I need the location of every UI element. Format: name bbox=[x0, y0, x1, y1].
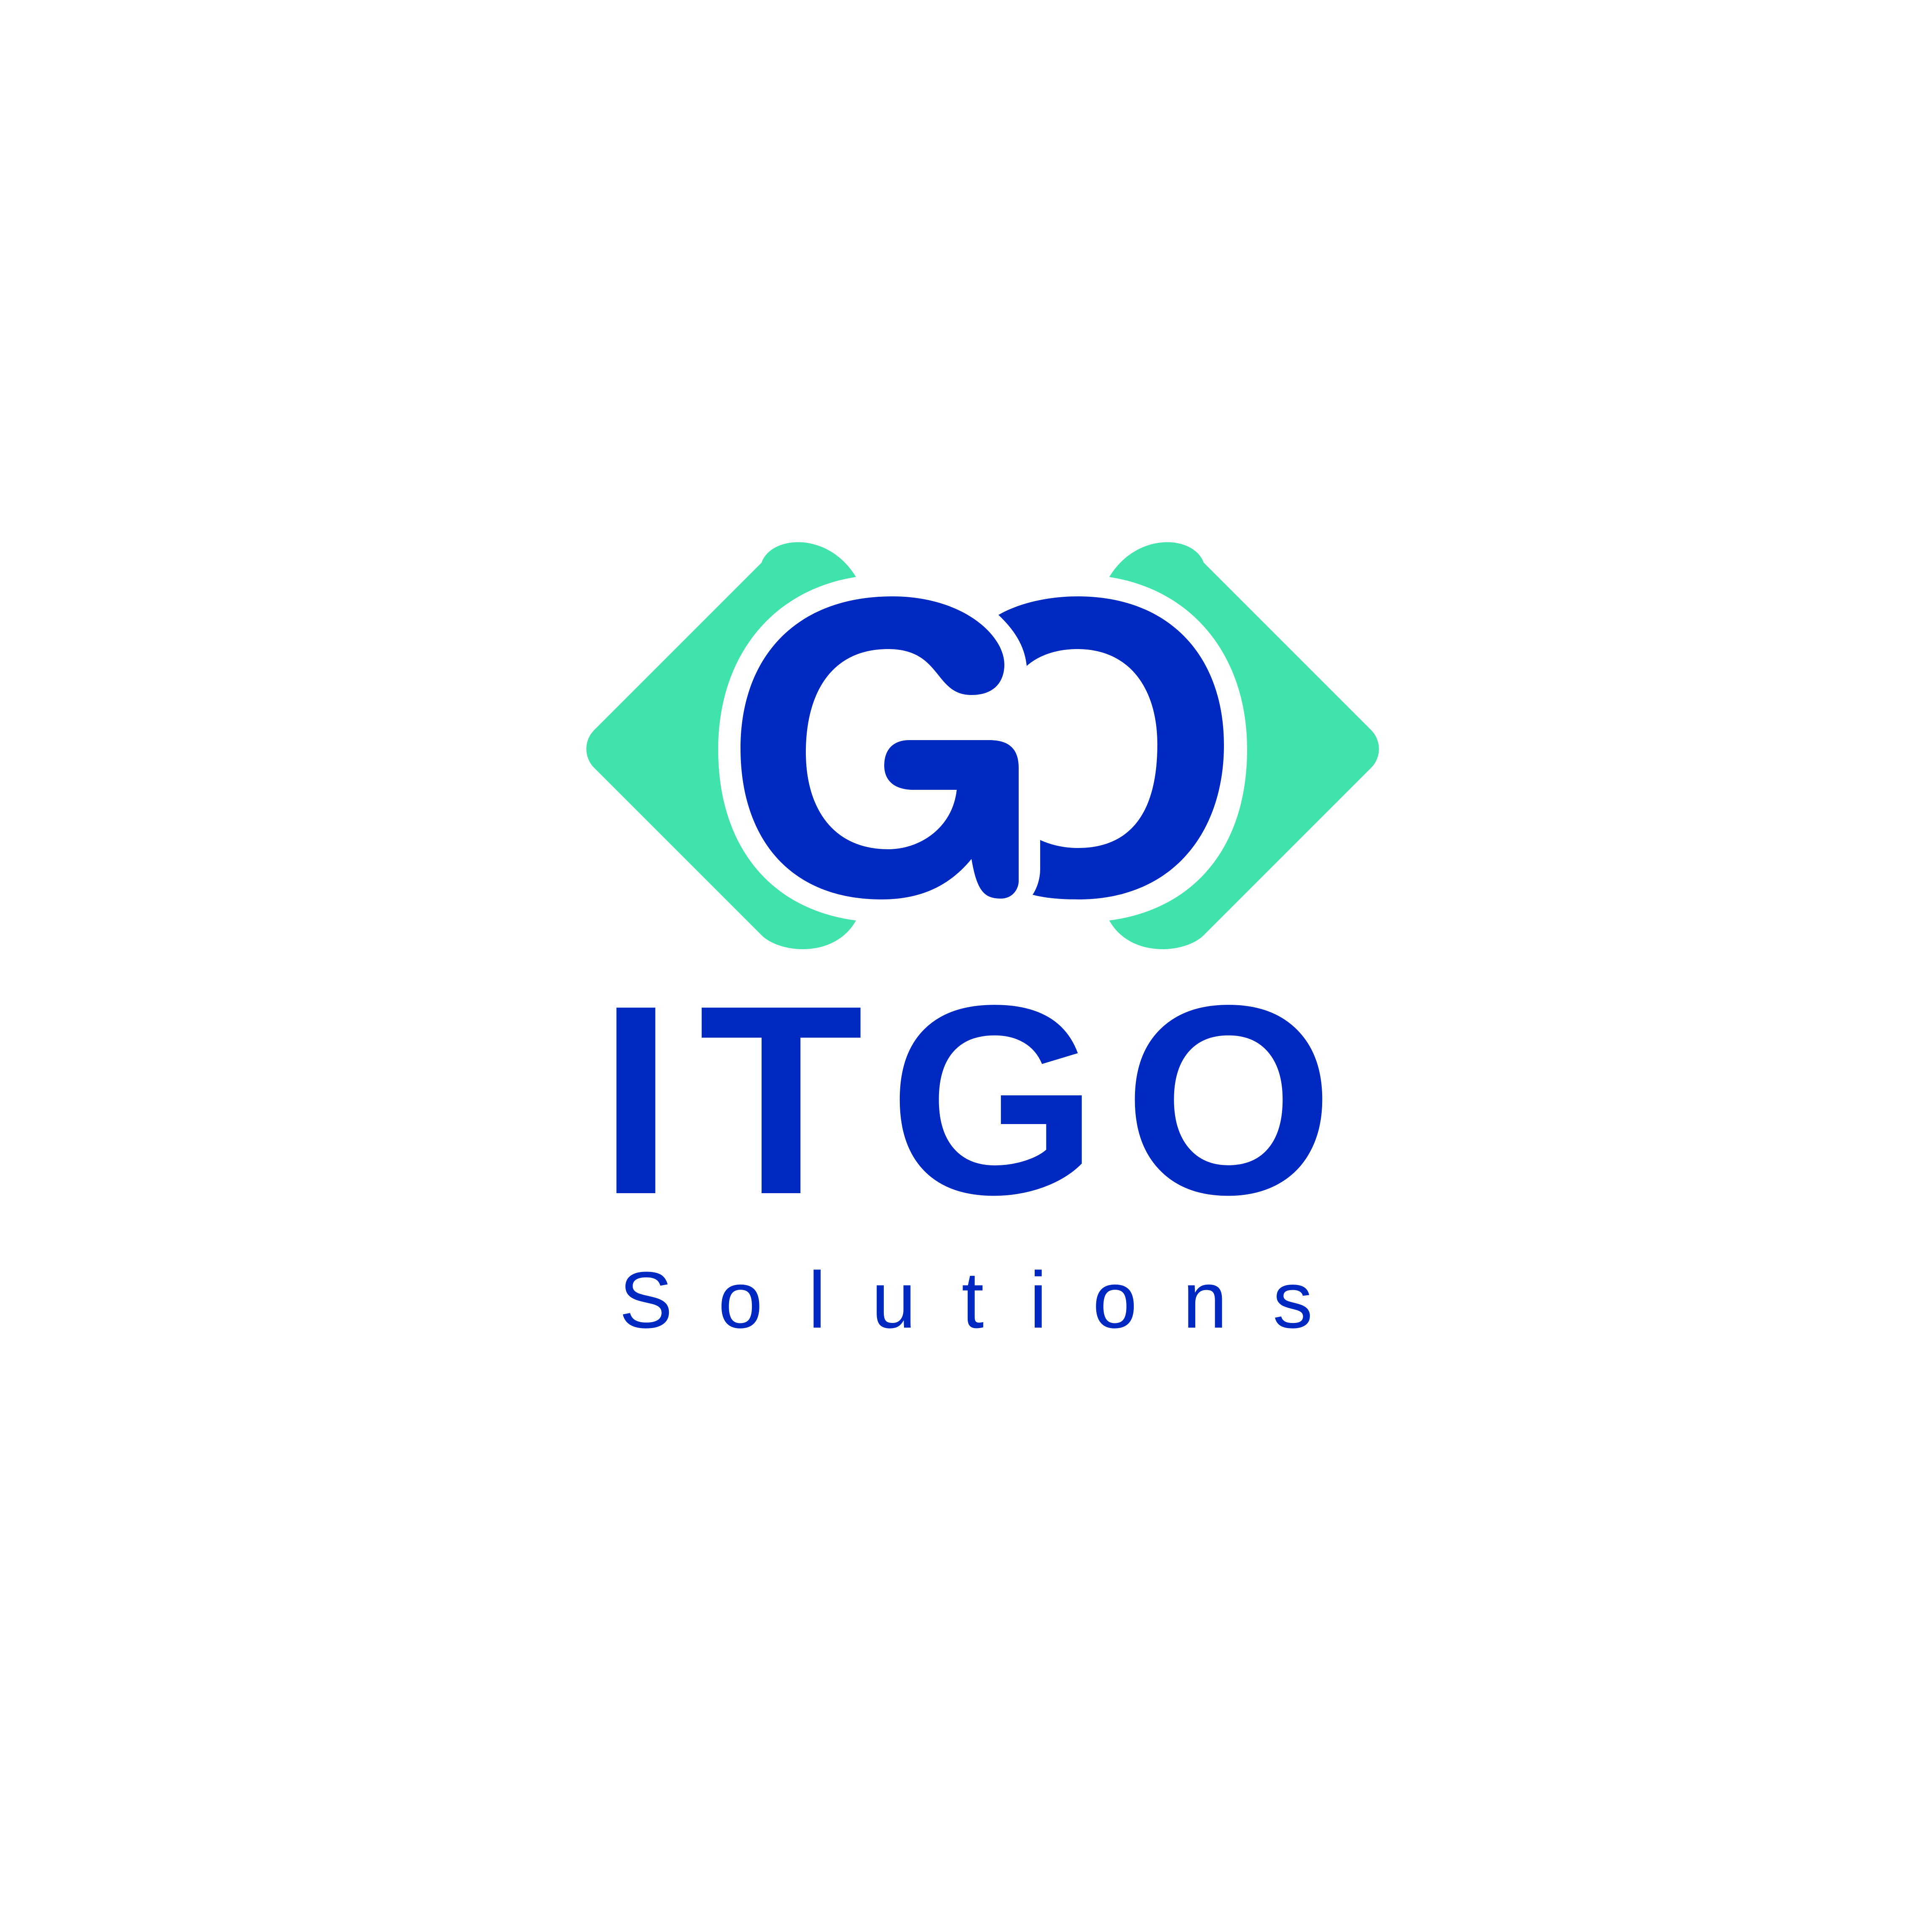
monogram-o-icon bbox=[998, 596, 1224, 899]
brand-name: ITGO bbox=[598, 949, 1359, 1250]
monogram-g-icon bbox=[741, 596, 1019, 899]
brand-tagline: Solutions bbox=[619, 1256, 1358, 1345]
right-bracket-icon bbox=[1109, 542, 1379, 950]
left-bracket-icon bbox=[586, 542, 856, 950]
